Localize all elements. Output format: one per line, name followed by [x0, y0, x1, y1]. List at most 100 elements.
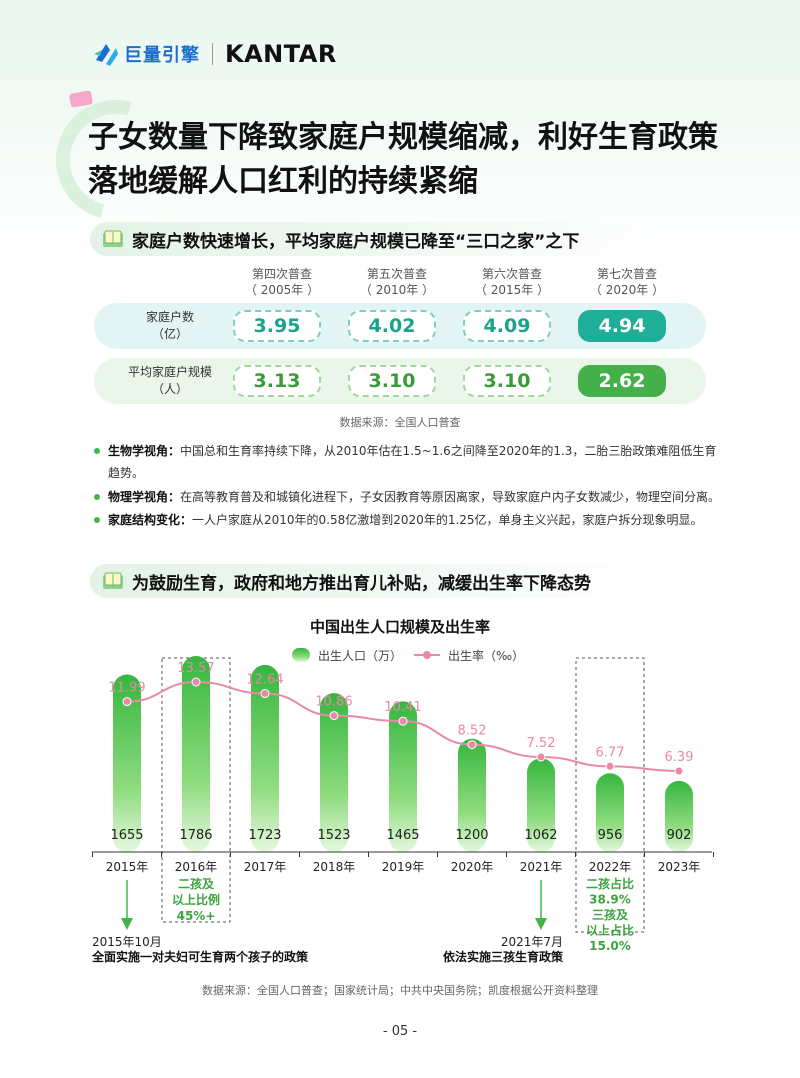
rate-point-2016年 [191, 677, 201, 687]
bar-value-label-2018年: 1523 [317, 828, 350, 843]
bar-2022年 [596, 773, 624, 852]
section1-heading-text: 家庭户数快速增长，平均家庭户规模已降至“三口之家”之下 [132, 231, 580, 252]
x-tick-label-2019年: 2019年 [382, 860, 425, 874]
value-size-2010: 3.10 [348, 365, 436, 397]
section1-heading: 家庭户数快速增长，平均家庭户规模已降至“三口之家”之下 [90, 222, 650, 256]
annotation-2022-line: 38.9% [589, 893, 631, 907]
row-label-household-size: 平均家庭户规模 （人） [127, 365, 212, 396]
highlight-box-2022年 [575, 657, 645, 933]
rate-point-2015年 [122, 697, 132, 707]
ocean-engine-wordmark: 巨量引擎 [124, 45, 200, 66]
bar-value-label-2019年: 1465 [386, 828, 419, 843]
section1-source: 数据来源：全国人口普查 [339, 416, 461, 429]
bar-2017年 [251, 664, 279, 852]
x-tick-label-2015年: 2015年 [106, 860, 149, 874]
x-tick-label-2018年: 2018年 [313, 860, 356, 874]
bar-value-label-2023年: 902 [667, 828, 692, 843]
rate-label-2017年: 12.64 [246, 673, 283, 688]
value-households-2005: 3.95 [233, 310, 321, 342]
x-tick-label-2016年: 2016年 [175, 860, 218, 874]
bullet-family-structure: 家庭结构变化：一人户家庭从2010年的0.58亿激增到2020年的1.25亿，单… [94, 509, 724, 531]
value-size-2005: 3.13 [233, 365, 321, 397]
annotation-2015-text: 全面实施一对夫妇可生育两个孩子的政策 [91, 949, 309, 964]
annotation-2016-line: 45%+ [177, 909, 216, 923]
rate-point-2017年 [260, 689, 270, 699]
legend-bar-label: 出生人口（万） [318, 649, 402, 663]
rate-label-2023年: 6.39 [665, 750, 694, 765]
header-logos: 巨量引擎 KANTAR [92, 38, 337, 70]
bullet-biology: 生物学视角：中国总和生育率持续下降，从2010年估在1.5~1.6之间降至202… [94, 440, 724, 484]
value-households-2020: 4.94 [578, 310, 666, 342]
annotation-2022-line: 15.0% [589, 939, 631, 953]
bar-value-label-2015年: 1655 [110, 828, 143, 843]
highlight-boxes [161, 657, 645, 933]
chart-legend: 出生人口（万） 出生率（‰） [292, 648, 524, 663]
book-icon [103, 230, 123, 247]
section2-source: 数据来源：全国人口普查；国家统计局；中共中央国务院；凯度根据公开资料整理 [202, 984, 598, 997]
bar-2016年 [182, 656, 210, 852]
bar-2023年 [665, 780, 693, 852]
col-head-2: 第五次普查（ 2010年 ） [359, 267, 435, 297]
bar-2021年 [527, 758, 555, 852]
bar-2018年 [320, 693, 348, 852]
bar-value-label-2017年: 1723 [248, 828, 281, 843]
annotation-2022-line: 三孩及 [592, 907, 629, 922]
bar-value-label-2020年: 1200 [455, 828, 488, 843]
rate-point-2021年 [536, 752, 546, 762]
value-size-2015: 3.10 [463, 365, 551, 397]
annotation-2015-date: 2015年10月 [92, 935, 162, 949]
bullet-physics: 物理学视角：在高等教育普及和城镇化进程下，子女因教育等原因离家，导致家庭户内子女… [94, 486, 724, 508]
value-households-2015: 4.09 [463, 310, 551, 342]
legend-bar-swatch [292, 648, 310, 662]
ocean-engine-logo-icon [94, 44, 118, 66]
annotation-2022-line: 以上占比 [586, 923, 634, 938]
annotation-2016-line: 以上比例 [172, 892, 220, 907]
rate-point-2023年 [674, 766, 684, 776]
bar-value-label-2021年: 1062 [524, 828, 557, 843]
page-title: 子女数量下降致家庭户规模缩减，利好生育政策 落地缓解人口红利的持续紧缩 [88, 116, 748, 204]
line-series: 11.99 13.57 12.64 10.86 10.41 8.52 7.52 6.77 6.3… [108, 661, 694, 776]
legend-line-label: 出生率（‰） [448, 648, 524, 663]
rate-label-2016年: 13.57 [177, 661, 214, 676]
kantar-logo: KANTAR [225, 40, 337, 68]
rate-point-2019年 [398, 716, 408, 726]
birth-chart: 出生人口（万） 出生率（‰） 1655 1786 1723 1523 1465 1200 10… [91, 648, 714, 964]
rate-label-2020年: 8.52 [458, 724, 487, 739]
rate-label-2019年: 10.41 [384, 700, 421, 715]
bar-2020年 [458, 738, 486, 852]
book-icon [103, 572, 123, 589]
page-number: - 05 - [382, 1024, 418, 1039]
row-label-households: 家庭户数 （亿） [145, 310, 194, 341]
title-line-1: 子女数量下降致家庭户规模缩减，利好生育政策 [88, 120, 718, 155]
annotation-2022-line: 二孩占比 [586, 876, 634, 891]
bar-series: 1655 1786 1723 1523 1465 1200 1062 956 902 [110, 656, 693, 852]
x-tick-label-2022年: 2022年 [589, 860, 632, 874]
rate-label-2021年: 7.52 [527, 736, 556, 751]
logo-divider [212, 43, 213, 65]
value-households-2010: 4.02 [348, 310, 436, 342]
section2-heading-text: 为鼓励生育，政府和地方推出育儿补贴，减缓出生率下降态势 [132, 573, 591, 594]
section2-heading: 为鼓励生育，政府和地方推出育儿补贴，减缓出生率下降态势 [90, 564, 650, 598]
annotation-2021-date: 2021年7月 [501, 935, 563, 949]
rate-point-2020年 [467, 740, 477, 750]
bar-2019年 [389, 701, 417, 852]
col-head-1: 第四次普查（ 2005年 ） [244, 267, 320, 297]
bar-value-label-2016年: 1786 [179, 828, 212, 843]
x-axis: 2015年 2016年 2017年 2018年 2019年 2020年 2021年 2022年… [92, 851, 714, 874]
annotation-2016-line: 二孩及 [178, 876, 215, 891]
col-head-3: 第六次普查（ 2015年 ） [474, 267, 550, 297]
bar-2015年 [113, 674, 141, 852]
bar-value-label-2022年: 956 [598, 828, 623, 843]
title-line-2: 落地缓解人口红利的持续紧缩 [88, 164, 478, 199]
col-head-4: 第七次普查（ 2020年 ） [589, 267, 665, 297]
highlight-box-2016年 [161, 657, 231, 923]
x-tick-label-2021年: 2021年 [520, 860, 563, 874]
x-tick-label-2017年: 2017年 [244, 860, 287, 874]
x-tick-label-2020年: 2020年 [451, 860, 494, 874]
rate-label-2022年: 6.77 [596, 745, 625, 760]
rate-label-2015年: 11.99 [108, 681, 145, 696]
x-tick-label-2023年: 2023年 [658, 860, 701, 874]
annotation-2021-text: 依法实施三孩生育政策 [443, 949, 564, 964]
chart-title: 中国出生人口规模及出生率 [309, 618, 490, 636]
legend-line-dot [423, 651, 431, 659]
